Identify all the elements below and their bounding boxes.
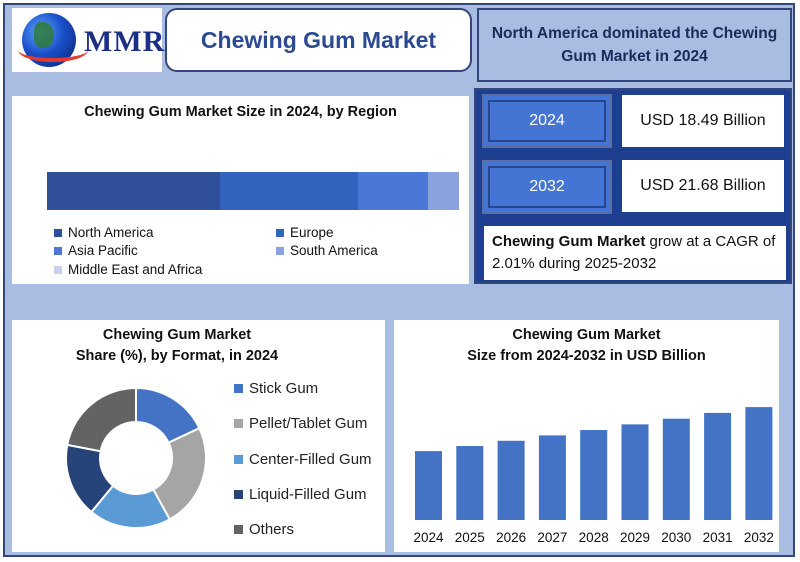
bar-2030 [662, 418, 690, 520]
legend-center-filled-gum: Center-Filled Gum [234, 451, 372, 468]
cagr-rest: grow at a CAGR of 2.01% during 2025-2032 [492, 233, 776, 272]
legend-label: Pellet/Tablet Gum [249, 415, 368, 432]
legend-swatch [234, 490, 243, 499]
size-bar-chart: 2024 2025 2026 2027 2028 2029 2030 2031 2032 [413, 407, 774, 545]
x-tick-label: 2032 [744, 530, 774, 545]
legend-swatch [234, 455, 243, 464]
legend-swatch [234, 384, 243, 393]
region-chart-title: Chewing Gum Market Size in 2024, by Regi… [84, 104, 397, 120]
legend-label: Asia Pacific [68, 243, 138, 258]
size-chart-panel: Chewing Gum Market Size from 2024-2032 i… [394, 320, 779, 552]
year-box-2024: 2024 [482, 94, 612, 148]
year-label: 2032 [488, 166, 606, 208]
headline-text: North America dominated the Chewing Gum … [491, 24, 778, 65]
size-chart-title: Chewing Gum Market Size from 2024-2032 i… [394, 325, 779, 367]
legend-north-america: North America [54, 225, 154, 240]
donut-slice-others [66, 386, 137, 453]
legend-swatch [234, 419, 243, 428]
legend-label: Stick Gum [249, 380, 319, 397]
region-segment-south-america [428, 172, 459, 210]
region-chart-panel: Chewing Gum Market Size in 2024, by Regi… [12, 96, 469, 284]
x-tick-label: 2025 [455, 530, 485, 545]
bar-2031 [704, 412, 732, 520]
legend-pellet-tablet-gum: Pellet/Tablet Gum [234, 415, 367, 432]
bar-2026 [497, 440, 525, 520]
cagr-bold: Chewing Gum Market [492, 233, 646, 250]
year-box-2032: 2032 [482, 160, 612, 214]
x-tick-label: 2031 [703, 530, 733, 545]
legend-others: Others [234, 521, 294, 538]
value-box-2032: USD 21.68 Billion [622, 160, 784, 212]
bar-2025 [456, 446, 484, 520]
swoosh-icon [18, 38, 88, 62]
format-title-line1: Chewing Gum Market [102, 327, 252, 343]
legend-swatch [234, 525, 243, 534]
legend-liquid-filled-gum: Liquid-Filled Gum [234, 486, 367, 503]
region-segment-north-america [47, 172, 221, 210]
x-tick-label: 2024 [413, 530, 444, 545]
bar-2032 [745, 407, 773, 520]
format-chart-panel: Chewing Gum Market Share (%), by Format,… [12, 320, 385, 552]
cagr-text: Chewing Gum Market grow at a CAGR of 2.0… [484, 226, 786, 280]
bar-2029 [621, 424, 649, 520]
donut-slice-pellet-tablet-gum [151, 426, 207, 521]
format-title-line2: Share (%), by Format, in 2024 [75, 348, 279, 365]
legend-asia-pacific: Asia Pacific [54, 243, 138, 258]
legend-label: North America [68, 225, 154, 240]
legend-label: Center-Filled Gum [249, 451, 372, 468]
size-title-line2: Size from 2024-2032 in USD Billion [467, 348, 706, 365]
region-stacked-bar [47, 172, 459, 210]
legend-middle-east-africa: Middle East and Africa [54, 262, 202, 277]
x-tick-label: 2026 [496, 530, 526, 545]
title-box: Chewing Gum Market [165, 8, 472, 72]
x-tick-label: 2030 [661, 530, 691, 545]
format-donut-chart [65, 386, 207, 529]
legend-south-america: South America [276, 243, 378, 258]
legend-label: South America [290, 243, 378, 258]
legend-label: Liquid-Filled Gum [249, 486, 367, 503]
headline-box: North America dominated the Chewing Gum … [477, 8, 792, 82]
legend-label: Europe [290, 225, 334, 240]
year-label: 2024 [488, 100, 606, 142]
logo: MMR [12, 8, 166, 72]
bar-2028 [580, 430, 608, 520]
legend-label: Others [249, 521, 295, 538]
format-chart-title: Chewing Gum Market Share (%), by Format,… [12, 325, 342, 367]
legend-stick-gum: Stick Gum [234, 380, 318, 397]
size-title-line1: Chewing Gum Market [512, 327, 661, 343]
value-box-2024: USD 18.49 Billion [622, 95, 784, 147]
legend-swatch [54, 246, 62, 255]
legend-label: Middle East and Africa [68, 262, 203, 277]
region-segment-europe [220, 172, 359, 210]
bar-2027 [538, 435, 566, 520]
legend-swatch [54, 228, 62, 237]
legend-swatch [276, 228, 284, 237]
legend-swatch [276, 246, 284, 255]
logo-text: MMR [84, 25, 166, 58]
x-tick-label: 2027 [537, 530, 567, 545]
legend-swatch [54, 265, 62, 274]
x-tick-label: 2028 [579, 530, 609, 545]
x-tick-label: 2029 [620, 530, 650, 545]
region-segment-asia-pacific [358, 172, 429, 210]
legend-europe: Europe [276, 225, 334, 240]
stats-panel: 2024 USD 18.49 Billion 2032 USD 21.68 Bi… [474, 88, 792, 284]
bar-2024 [415, 451, 442, 520]
page-title: Chewing Gum Market [200, 26, 437, 53]
